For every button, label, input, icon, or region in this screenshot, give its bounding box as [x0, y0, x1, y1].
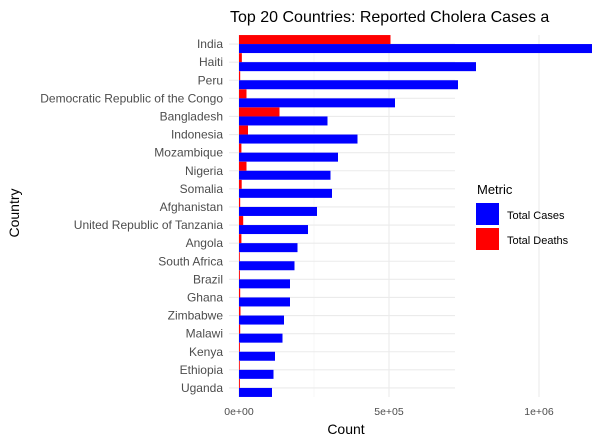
bar-cases-angola: [239, 243, 298, 253]
y-tick-label-democratic-republic-of-the-congo: Democratic Republic of the Congo: [40, 91, 223, 105]
y-tick-label-ghana: Ghana: [187, 290, 223, 304]
legend-label-total-cases: Total Cases: [507, 210, 565, 222]
bar-deaths-united-republic-of-tanzania: [239, 216, 244, 226]
y-tick-label-uganda: Uganda: [181, 381, 223, 395]
y-tick-label-indonesia: Indonesia: [171, 128, 223, 142]
y-tick-labels: India Haiti Peru Democratic Republic of the…: [40, 37, 223, 395]
y-tick-label-mozambique: Mozambique: [154, 146, 223, 160]
legend-key-total-cases: [476, 203, 499, 225]
y-tick-label-united-republic-of-tanzania: United Republic of Tanzania: [74, 218, 224, 232]
bar-deaths-democratic-republic-of-the-congo: [239, 89, 247, 99]
bar-cases-ethiopia: [239, 369, 274, 379]
bar-deaths-brazil: [239, 270, 240, 280]
bar-cases-india: [239, 44, 592, 54]
bar-cases-indonesia: [239, 134, 358, 144]
bar-deaths-india: [239, 35, 391, 45]
bar-deaths-peru: [239, 71, 241, 81]
bar-cases-peru: [239, 80, 458, 90]
bar-deaths-south-africa: [239, 252, 240, 262]
y-tick-label-brazil: Brazil: [193, 272, 223, 286]
plot-panel: [229, 35, 455, 397]
y-tick-label-nigeria: Nigeria: [185, 164, 223, 178]
bar-cases-zimbabwe: [239, 315, 284, 325]
y-tick-label-angola: Angola: [186, 236, 224, 250]
y-tick-label-kenya: Kenya: [189, 345, 223, 359]
bar-cases-south-africa: [239, 261, 295, 271]
bar-deaths-angola: [239, 234, 242, 244]
y-tick-label-bangladesh: Bangladesh: [160, 109, 223, 123]
y-tick-label-peru: Peru: [198, 73, 223, 87]
bar-cases-ghana: [239, 297, 290, 307]
y-tick-label-malawi: Malawi: [186, 327, 223, 341]
x-tick-label: 0e+00: [224, 406, 254, 418]
bar-deaths-somalia: [239, 179, 242, 189]
bar-deaths-malawi: [239, 324, 241, 334]
bar-deaths-ethiopia: [239, 360, 240, 370]
x-tick-label: 1e+06: [524, 406, 554, 418]
bar-cases-brazil: [239, 279, 290, 289]
y-tick-label-haiti: Haiti: [199, 55, 223, 69]
x-tick-labels: 0e+00 5e+05 1e+06: [224, 406, 554, 418]
x-axis-title: Count: [327, 421, 364, 437]
y-tick-label-south-africa: South Africa: [158, 254, 223, 268]
bar-cases-malawi: [239, 333, 283, 343]
bar-deaths-zimbabwe: [239, 306, 241, 316]
chart-title: Top 20 Countries: Reported Cholera Cases…: [230, 9, 549, 26]
legend-title: Metric: [477, 182, 513, 197]
bar-cases-democratic-republic-of-the-congo: [239, 98, 395, 108]
y-tick-label-afghanistan: Afghanistan: [160, 200, 223, 214]
bar-deaths-mozambique: [239, 143, 242, 153]
x-tick-label: 5e+05: [374, 406, 404, 418]
bar-deaths-kenya: [239, 342, 240, 352]
bar-cases-kenya: [239, 351, 275, 361]
bar-cases-afghanistan: [239, 206, 317, 216]
legend-label-total-deaths: Total Deaths: [507, 235, 569, 247]
y-tick-label-ethiopia: Ethiopia: [180, 363, 224, 377]
bar-cases-somalia: [239, 188, 332, 198]
y-tick-label-somalia: Somalia: [180, 182, 224, 196]
y-tick-label-zimbabwe: Zimbabwe: [168, 309, 224, 323]
bar-deaths-bangladesh: [239, 107, 280, 117]
bar-cases-united-republic-of-tanzania: [239, 225, 308, 235]
bar-deaths-nigeria: [239, 161, 247, 171]
bar-cases-mozambique: [239, 152, 338, 162]
legend: Metric Total Cases Total Deaths: [476, 182, 569, 250]
bar-deaths-afghanistan: [239, 197, 241, 207]
bar-cases-haiti: [239, 62, 476, 72]
bar-cases-uganda: [239, 387, 272, 397]
bar-deaths-ghana: [239, 288, 241, 298]
bar-cases-bangladesh: [239, 116, 328, 126]
bar-deaths-haiti: [239, 53, 242, 63]
bars-layer: [239, 35, 592, 397]
y-tick-label-india: India: [197, 37, 223, 51]
y-axis-title: Country: [6, 188, 22, 237]
bar-deaths-indonesia: [239, 125, 248, 135]
legend-key-total-deaths: [476, 228, 499, 250]
bar-deaths-uganda: [239, 378, 240, 388]
bar-cases-nigeria: [239, 170, 331, 180]
